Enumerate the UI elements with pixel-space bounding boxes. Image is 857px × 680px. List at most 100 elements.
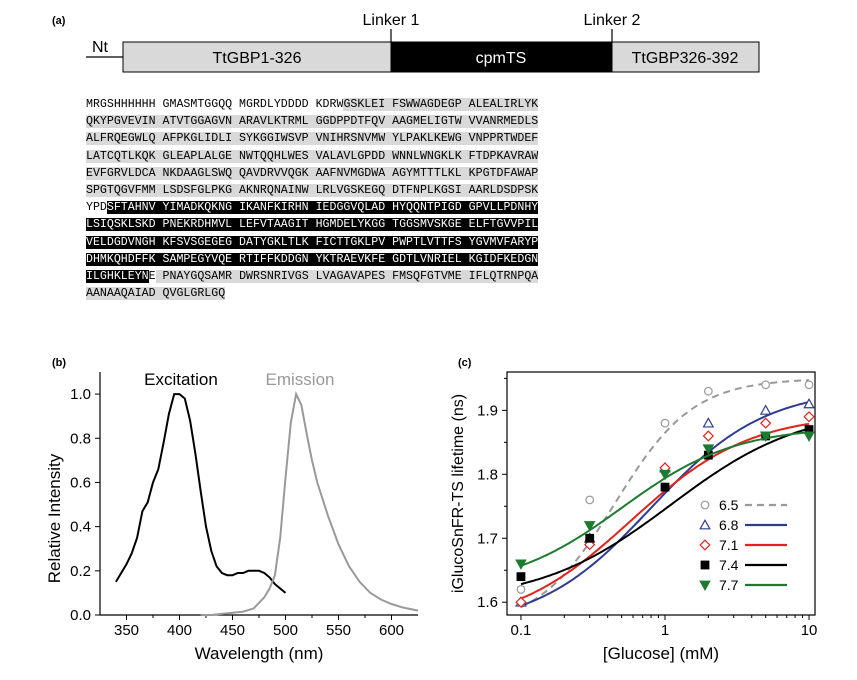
y-tick-label: 1.6 [477,594,498,611]
fit-curve-ph-7.4 [520,427,810,586]
x-tick-label: 0.1 [511,622,532,639]
legend-marker-ph-7.4 [700,560,710,570]
sequence-segment-grey: EVFGRVLDCA NKDAAGLSWQ QAVDRVVQGK AAFNVMG… [86,166,539,180]
x-axis-title: [Glucose] (mM) [603,644,719,663]
spectra-chart: 350 400 450 500 550 600 0.0 0.2 0.4 0.6 0.8 1.0 Wave… [45,370,419,663]
sequence-segment-white: E [148,269,156,283]
y-axis-title: iGlucoSnFR-TS lifetime (ns) [450,394,467,593]
data-point-ph-7.7 [515,559,527,570]
x-tick-label: 500 [273,622,298,639]
data-point-ph-7.7 [803,431,815,442]
plot-frame [506,371,816,616]
sequence-segment-black: LSIQSKLSKD PNEKRDHMVL LEFVTAAGIT HGMDELY… [86,218,539,232]
domain-cpmts [390,41,613,73]
linker-1-label: Linker 1 [363,12,420,29]
y-tick-label: 0.2 [70,563,91,580]
fit-curve-ph-6.8 [520,401,810,607]
legend-marker-ph-6.8 [699,518,711,530]
data-point-ph-7.1 [803,411,815,423]
data-point-ph-6.8 [803,397,815,409]
fit-curve-ph-6.5 [520,379,810,609]
y-tick-label: 0.4 [70,519,91,536]
sequence-row: LATCQTLKQK GLEAPLALGE NWTQQHLWES VALAVLG… [86,148,539,165]
linker-2-label: Linker 2 [584,12,641,29]
nt-label: Nt [92,39,109,56]
sequence-row: DHMKQHDFFK SAMPEGYVQE RTIFFKDDGN YKTRAEV… [86,251,539,268]
data-point-ph-6.5 [660,418,670,428]
x-axis-title: Wavelength (nm) [195,644,324,663]
data-point-ph-6.8 [702,417,715,428]
legend-label-ph-7.4: 7.4 [719,557,739,573]
y-tick-label: 1.7 [477,530,498,547]
sequence-segment-grey: PNAYGQSAMR DWRSNRIVGS LVAGAVAPES FMSQFGT… [155,269,539,283]
x-tick-label: 1 [661,622,669,639]
domain-ttgbp1-326 [122,41,392,73]
data-point-ph-7.4 [585,533,595,543]
data-point-ph-7.7 [759,431,772,442]
sequence-segment-black: DHMKQHDFFK SAMPEGYVQE RTIFFKDDGN YKTRAEV… [86,252,539,266]
x-tick-label: 400 [167,622,192,639]
legend-marker-ph-6.5 [700,500,710,510]
legend-emission: Emission [266,370,335,389]
sequence-segment-black: SFTAHNV YIMADKQKNG IKANFKIRHN IEDGGVQLAD… [106,201,539,215]
series-emission-line [200,390,419,616]
sequence-row: QKYPGVEVIN ATVTGGAGVN ARAVLKTRML GGDPPDT… [86,113,539,130]
sequence-row: SPGTQGVFMM LSDSFGLPKG AKNRQNAINW LRLVGSK… [86,182,539,199]
y-tick-label: 0.0 [70,607,91,624]
y-tick-label: 0.6 [70,474,91,491]
y-tick-label: 1.8 [477,466,498,483]
sequence-segment-grey: QKYPGVEVIN ATVTGGAGVN ARAVLKTRML GGDPPDT… [86,115,539,129]
data-point-ph-7.1 [760,417,772,429]
sequence-row: MRGSHHHHHH GMASMTGGQQ MGRDLYDDDD KDRWGSK… [86,96,539,113]
domain-ttgbp326-392 [611,41,760,73]
sequence-segment-black: VELDGDVNGH KFSVSGEGEG DATYGKLTLK FICTTGK… [86,235,539,249]
sequence-segment-white: MRGSHHHHHH GMASMTGGQQ MGRDLYDDDD KDRW [86,98,344,111]
data-point-ph-6.5 [804,380,814,390]
data-point-ph-7.7 [659,469,671,481]
x-tick-label: 450 [220,622,245,639]
panel-a-label: (a) [52,15,66,27]
sequence-row: ALFRQEGWLQ AFPKGLIDLI SYKGGIWSVP VNIHRSN… [86,130,539,147]
data-point-ph-7.1 [515,596,527,608]
sequence-segment-grey: LATCQTLKQK GLEAPLALGE NWTQQHLWES VALAVLG… [86,149,539,163]
data-point-ph-7.1 [702,430,715,442]
domain-ttgbp326-392-label: TtGBP326-392 [632,50,739,67]
fit-curve-ph-7.1 [520,422,810,600]
sequence-segment-white: YPD [86,201,107,215]
data-point-ph-7.7 [583,521,596,532]
sequence-row: EVFGRVLDCA NKDAAGLSWQ QAVDRVVQGK AAFNVMG… [86,165,539,182]
lifetime-chart: 0.1 1 10 1.6 1.7 1.8 1.9 [Glucose] (mM) iGlucoSn… [450,371,818,663]
data-point-ph-6.5 [516,585,526,594]
y-tick-label: 0.8 [70,430,91,447]
sequence-row: AANAAQAIAD QVGLGRLGQ [86,285,538,302]
domain-cpmts-label: cpmTS [476,50,527,67]
data-point-ph-6.5 [761,380,771,390]
sequence-row: VELDGDVNGH KFSVSGEGEG DATYGKLTLK FICTTGK… [86,234,539,251]
domain-ttgbp1-326-label: TtGBP1-326 [213,50,302,67]
panel-b-label: (b) [52,357,67,369]
sequence-segment-grey: GSKLEI FSWWAGDEGP ALEALIRLYK [343,98,539,111]
data-point-ph-6.8 [759,404,772,415]
x-tick-label: 550 [326,622,351,639]
data-point-ph-7.4 [660,482,670,492]
sequence-segment-grey: SPGTQGVFMM LSDSFGLPKG AKNRQNAINW LRLVGSK… [86,183,539,197]
data-point-ph-6.5 [703,386,713,396]
legend-marker-ph-7.1 [699,539,711,551]
protein-sequence: MRGSHHHHHH GMASMTGGQQ MGRDLYDDDD KDRWGSK… [86,96,539,302]
data-point-ph-6.5 [585,495,595,505]
legend-label-ph-6.8: 6.8 [719,517,739,533]
sequence-segment-grey: ALFRQEGWLQ AFPKGLIDLI SYKGGIWSVP VNIHRSN… [86,132,539,146]
legend-label-ph-7.7: 7.7 [719,577,739,593]
legend-marker-ph-7.7 [699,580,711,592]
sequence-row: LSIQSKLSKD PNEKRDHMVL LEFVTAAGIT HGMDELY… [86,216,539,233]
sequence-row: ILGHKLEYNE PNAYGQSAMR DWRSNRIVGS LVAGAVA… [86,268,539,285]
y-tick-label: 1.0 [70,386,91,403]
x-tick-label: 350 [114,622,139,639]
x-tick-label: 10 [801,622,818,639]
y-tick-label: 1.9 [477,402,498,419]
x-tick-label: 600 [379,622,404,639]
sequence-segment-black: ILGHKLEYN [86,269,149,283]
sequence-segment-grey: AANAAQAIAD QVGLGRLGQ [86,287,226,301]
legend-excitation: Excitation [144,370,218,389]
legend-label-ph-7.1: 7.1 [719,537,739,553]
